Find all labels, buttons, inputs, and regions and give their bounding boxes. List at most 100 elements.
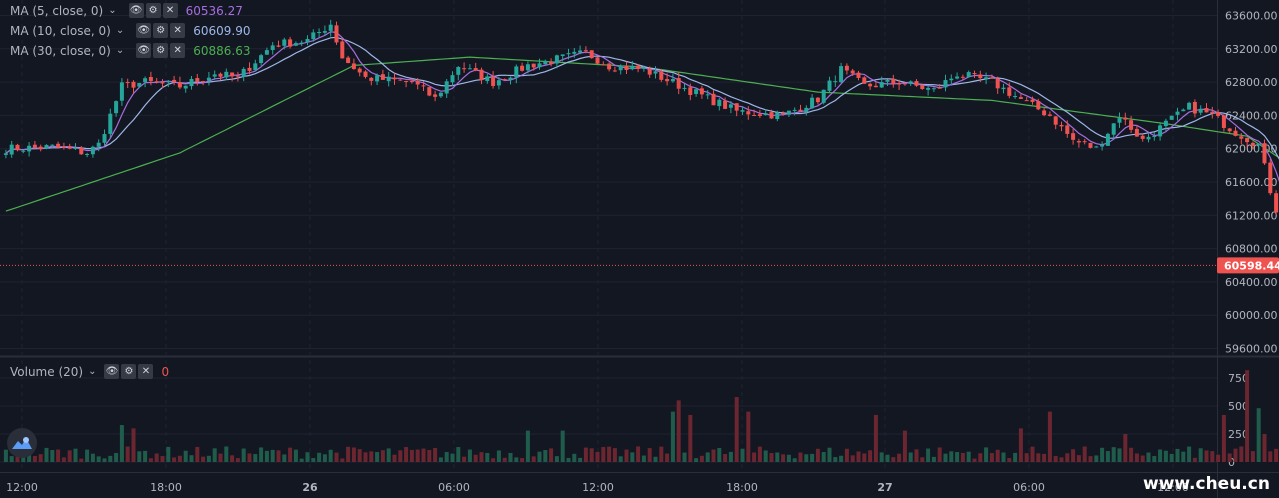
volume-bar — [38, 454, 43, 462]
volume-bar — [1163, 450, 1168, 462]
candle-body — [1105, 133, 1110, 146]
candle-body — [1262, 143, 1267, 164]
volume-bar — [624, 449, 629, 462]
volume-bar — [1123, 434, 1128, 462]
volume-bar — [543, 450, 548, 462]
chevron-down-icon[interactable]: ⌄ — [115, 45, 125, 56]
candle-body — [798, 109, 803, 112]
candle-body — [473, 68, 478, 71]
volume-bar — [357, 449, 362, 462]
volume-bar — [415, 449, 420, 462]
volume-bar — [914, 449, 919, 462]
volume-bar — [792, 458, 797, 462]
time-label: 12:00 — [582, 481, 614, 494]
volume-bar — [131, 428, 136, 462]
last-price-badge — [1217, 257, 1279, 274]
volume-bar — [1233, 448, 1238, 462]
logo-icon — [7, 428, 37, 458]
candle-body — [746, 111, 751, 115]
chevron-down-icon[interactable]: ⌄ — [108, 5, 117, 16]
volume-bar — [502, 457, 507, 462]
gear-icon[interactable]: ⚙ — [153, 43, 169, 58]
price-tick-label: 60000.00 — [1225, 309, 1278, 322]
candle-body — [601, 64, 606, 66]
candle-body — [1059, 124, 1064, 127]
close-icon[interactable]: ✕ — [170, 43, 186, 58]
gear-icon[interactable]: ⚙ — [121, 364, 137, 379]
volume-bar — [1221, 414, 1226, 462]
chevron-down-icon[interactable]: ⌄ — [88, 366, 97, 377]
chevron-down-icon[interactable]: ⌄ — [115, 25, 125, 36]
candle-body — [56, 143, 61, 148]
volume-bar — [653, 456, 658, 462]
candle-body — [1013, 95, 1018, 97]
candle-body — [502, 79, 507, 81]
candle-body — [844, 65, 849, 71]
volume-bar — [763, 450, 768, 462]
volume-bar — [815, 448, 820, 462]
volume-bar — [798, 452, 803, 462]
candle-body — [612, 70, 617, 72]
candle-body — [195, 78, 200, 82]
gear-icon[interactable]: ⚙ — [153, 23, 169, 38]
candle-body — [183, 85, 188, 89]
volume-bar — [1256, 408, 1261, 462]
candle-body — [769, 112, 774, 119]
candle-body — [775, 112, 780, 120]
price-tick-label: 63200.00 — [1225, 43, 1278, 56]
volume-bar — [125, 446, 130, 462]
price-tick-label: 63600.00 — [1225, 10, 1278, 23]
eye-icon[interactable]: 👁 — [128, 3, 144, 18]
volume-bar — [276, 450, 281, 462]
ma10-value: 60609.90 — [193, 23, 251, 38]
volume-bar — [1268, 451, 1273, 462]
ma10-legend[interactable]: MA (10, close, 0) ⌄ 👁 ⚙ ✕ 60609.90 — [10, 23, 250, 38]
volume-bar — [1250, 451, 1255, 462]
eye-icon[interactable]: 👁 — [104, 364, 120, 379]
volume-bar — [264, 450, 269, 462]
candle-body — [293, 43, 298, 46]
volume-bar — [926, 448, 931, 462]
ma30-legend[interactable]: MA (30, close, 0) ⌄ 👁 ⚙ ✕ 60886.63 — [10, 43, 250, 58]
candle-body — [1204, 108, 1209, 113]
candle-body — [1152, 135, 1157, 137]
candle-body — [856, 72, 861, 78]
volume-bar — [1192, 457, 1197, 462]
candle-body — [949, 78, 954, 81]
volume-bar — [143, 450, 148, 462]
candle-body — [363, 71, 368, 77]
candle-body — [792, 109, 797, 111]
candle-body — [926, 87, 931, 90]
eye-icon[interactable]: 👁 — [136, 43, 152, 58]
volume-legend[interactable]: Volume (20) ⌄ 👁 ⚙ ✕ 0 — [10, 364, 169, 379]
candle-body — [1024, 100, 1029, 102]
candle-body — [966, 72, 971, 77]
ma5-legend[interactable]: MA (5, close, 0) ⌄ 👁 ⚙ ✕ 60536.27 — [10, 3, 243, 18]
candle-body — [1268, 162, 1273, 194]
volume-bar — [212, 448, 217, 462]
volume-bar — [723, 454, 728, 462]
time-label: 06:00 — [1013, 481, 1045, 494]
volume-bar — [688, 414, 693, 462]
volume-bar — [259, 447, 264, 462]
volume-bar — [839, 455, 844, 462]
candle-body — [433, 94, 438, 97]
volume-bar — [885, 454, 890, 462]
candle-body — [346, 57, 351, 64]
gear-icon[interactable]: ⚙ — [145, 3, 161, 18]
candle-body — [247, 67, 252, 71]
volume-bar — [15, 454, 20, 462]
volume-bar — [589, 448, 594, 462]
eye-icon[interactable]: 👁 — [136, 23, 152, 38]
candle-body — [897, 83, 902, 85]
volume-bar — [833, 457, 838, 462]
close-icon[interactable]: ✕ — [170, 23, 186, 38]
close-icon[interactable]: ✕ — [138, 364, 154, 379]
candle-body — [989, 77, 994, 79]
candle-body — [728, 104, 733, 108]
candle-body — [90, 146, 95, 155]
volume-bar — [931, 456, 936, 462]
volume-bar — [177, 455, 182, 462]
close-icon[interactable]: ✕ — [162, 3, 178, 18]
